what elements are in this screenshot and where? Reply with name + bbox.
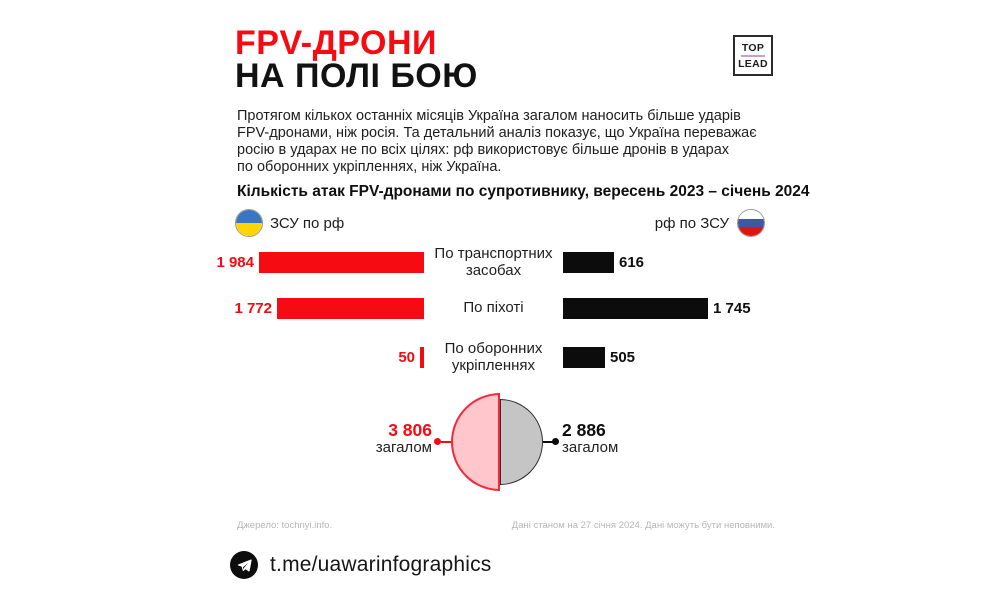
- legend-label-ua: ЗСУ по рф: [270, 215, 345, 232]
- toplead-logo-top-text: TOP: [741, 41, 765, 54]
- leader-line-ru: [543, 441, 553, 443]
- chart-title: Кількість атак FPV-дронами по супротивни…: [237, 183, 810, 200]
- bar-ua-infantry: [277, 298, 424, 319]
- category-label-transport: По транспортних засобах: [434, 245, 553, 279]
- intro-line: росію в ударах не по всіх цілях: рф вико…: [237, 142, 730, 158]
- total-half-circle-ua: [451, 393, 500, 491]
- chart-row-fortifications: 50 По оборонних укріпленнях 505: [0, 340, 1000, 374]
- russia-flag-icon: [737, 209, 765, 237]
- chart-row-infantry: 1 772 По піхоті 1 745: [0, 298, 1000, 319]
- total-label-ru: 2 886 загалом: [562, 421, 618, 456]
- bar-value-ru-infantry: 1 745: [713, 300, 751, 317]
- bar-ru-infantry: [563, 298, 708, 319]
- toplead-logo: TOP LEAD: [733, 35, 773, 76]
- toplead-logo-divider: [741, 54, 765, 57]
- bar-ua-transport: [259, 252, 424, 273]
- ukraine-flag-icon: [235, 209, 263, 237]
- title-line-black: НА ПОЛІ БОЮ: [235, 57, 478, 95]
- intro-line: по оборонних укріпленнях, ніж Україна.: [237, 159, 502, 175]
- leader-line-ua: [441, 441, 451, 443]
- page-title: FPV-ДРОНИ НА ПОЛІ БОЮ: [235, 24, 478, 95]
- total-caption-ua: загалом: [375, 439, 432, 456]
- telegram-link-text[interactable]: t.me/uawarinfographics: [270, 553, 492, 576]
- bar-value-ru-fortifications: 505: [610, 349, 636, 366]
- bar-value-ua-infantry: 1 772: [234, 300, 272, 317]
- category-label-infantry: По піхоті: [463, 299, 524, 317]
- bar-value-ua-fortifications: 50: [398, 349, 415, 366]
- bar-value-ua-transport: 1 984: [216, 254, 254, 271]
- total-caption-ru: загалом: [562, 439, 619, 456]
- bar-ru-fortifications: [563, 347, 605, 368]
- leader-dot-ua: [434, 438, 441, 445]
- total-label-ua: 3 806 загалом: [376, 421, 432, 456]
- bar-group-ua: 1 772: [234, 298, 424, 319]
- category-label-fortifications: По оборонних укріпленнях: [444, 340, 543, 374]
- title-line-red: FPV-ДРОНИ: [235, 24, 437, 62]
- bar-value-ru-transport: 616: [619, 254, 645, 271]
- legend-label-ru: рф по ЗСУ: [654, 215, 729, 232]
- bar-ru-transport: [563, 252, 614, 273]
- intro-line: FPV-дронами, ніж росія. Та детальний ана…: [237, 125, 757, 141]
- chart-row-transport: 1 984 По транспортних засобах 616: [0, 245, 1000, 279]
- telegram-link-bar[interactable]: t.me/uawarinfographics: [230, 551, 492, 579]
- intro-paragraph: Протягом кількох останніх місяців Україн…: [237, 108, 757, 176]
- bar-group-ru: 505: [563, 347, 635, 368]
- bar-group-ua: 1 984: [216, 252, 424, 273]
- chart-legend: ЗСУ по рф рф по ЗСУ: [0, 209, 1000, 238]
- telegram-icon: [230, 551, 258, 579]
- total-value-ua: 3 806: [388, 420, 432, 440]
- intro-line: Протягом кількох останніх місяців Україн…: [237, 108, 741, 124]
- leader-dot-ru: [552, 438, 559, 445]
- total-value-ru: 2 886: [562, 420, 606, 440]
- total-half-circle-ru: [500, 399, 543, 485]
- source-note: Джерело: tochnyi.info.: [237, 520, 333, 531]
- bar-group-ru: 1 745: [563, 298, 751, 319]
- bar-group-ru: 616: [563, 252, 644, 273]
- bar-ua-fortifications: [420, 347, 424, 368]
- toplead-logo-lead-text: LEAD: [738, 57, 768, 70]
- data-date-note: Дані станом на 27 січня 2024. Дані можут…: [511, 520, 775, 531]
- bar-group-ua: 50: [398, 347, 424, 368]
